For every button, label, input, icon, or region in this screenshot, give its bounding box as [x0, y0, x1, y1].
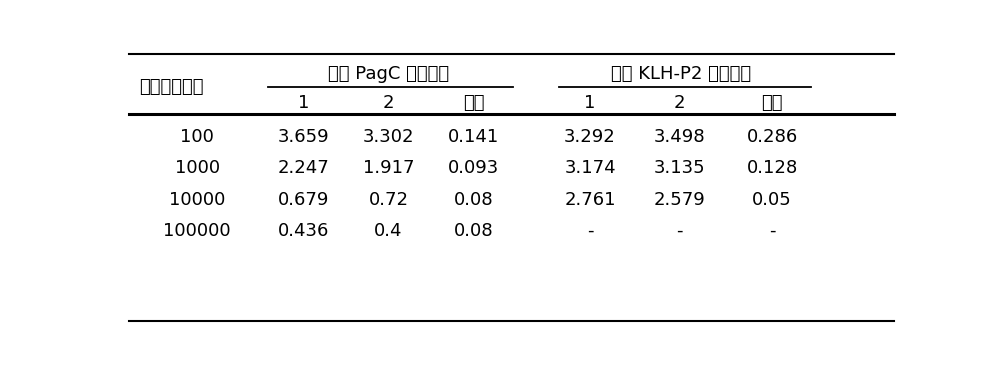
Text: 0.72: 0.72: [368, 191, 409, 209]
Text: 2.247: 2.247: [277, 159, 329, 177]
Text: 3.659: 3.659: [277, 128, 329, 146]
Text: 免疫 KLH-P2 小鼠编号: 免疫 KLH-P2 小鼠编号: [611, 65, 751, 83]
Text: 10000: 10000: [169, 191, 225, 209]
Text: 2.579: 2.579: [653, 191, 705, 209]
Text: 1: 1: [298, 94, 309, 112]
Text: 3.174: 3.174: [564, 159, 616, 177]
Text: 0.093: 0.093: [448, 159, 499, 177]
Text: 3.498: 3.498: [653, 128, 705, 146]
Text: 3.292: 3.292: [564, 128, 616, 146]
Text: 0.08: 0.08: [454, 222, 494, 240]
Text: 免疫 PagC 小鼠编号: 免疫 PagC 小鼠编号: [328, 65, 449, 83]
Text: 3.135: 3.135: [653, 159, 705, 177]
Text: 0.4: 0.4: [374, 222, 403, 240]
Text: 阴性: 阴性: [463, 94, 484, 112]
Text: 2: 2: [673, 94, 685, 112]
Text: 1: 1: [584, 94, 596, 112]
Text: 0.128: 0.128: [746, 159, 798, 177]
Text: -: -: [587, 222, 593, 240]
Text: 100: 100: [180, 128, 214, 146]
Text: 血清稀释倍数: 血清稀释倍数: [139, 78, 203, 96]
Text: 100000: 100000: [163, 222, 231, 240]
Text: 2: 2: [383, 94, 394, 112]
Text: 0.679: 0.679: [278, 191, 329, 209]
Text: 0.141: 0.141: [448, 128, 499, 146]
Text: 2.761: 2.761: [564, 191, 616, 209]
Text: 阴性: 阴性: [761, 94, 783, 112]
Text: 0.286: 0.286: [746, 128, 798, 146]
Text: 3.302: 3.302: [363, 128, 414, 146]
Text: 0.08: 0.08: [454, 191, 494, 209]
Text: 1.917: 1.917: [363, 159, 414, 177]
Text: 1000: 1000: [175, 159, 220, 177]
Text: 0.05: 0.05: [752, 191, 792, 209]
Text: -: -: [769, 222, 775, 240]
Text: 0.436: 0.436: [278, 222, 329, 240]
Text: -: -: [676, 222, 682, 240]
